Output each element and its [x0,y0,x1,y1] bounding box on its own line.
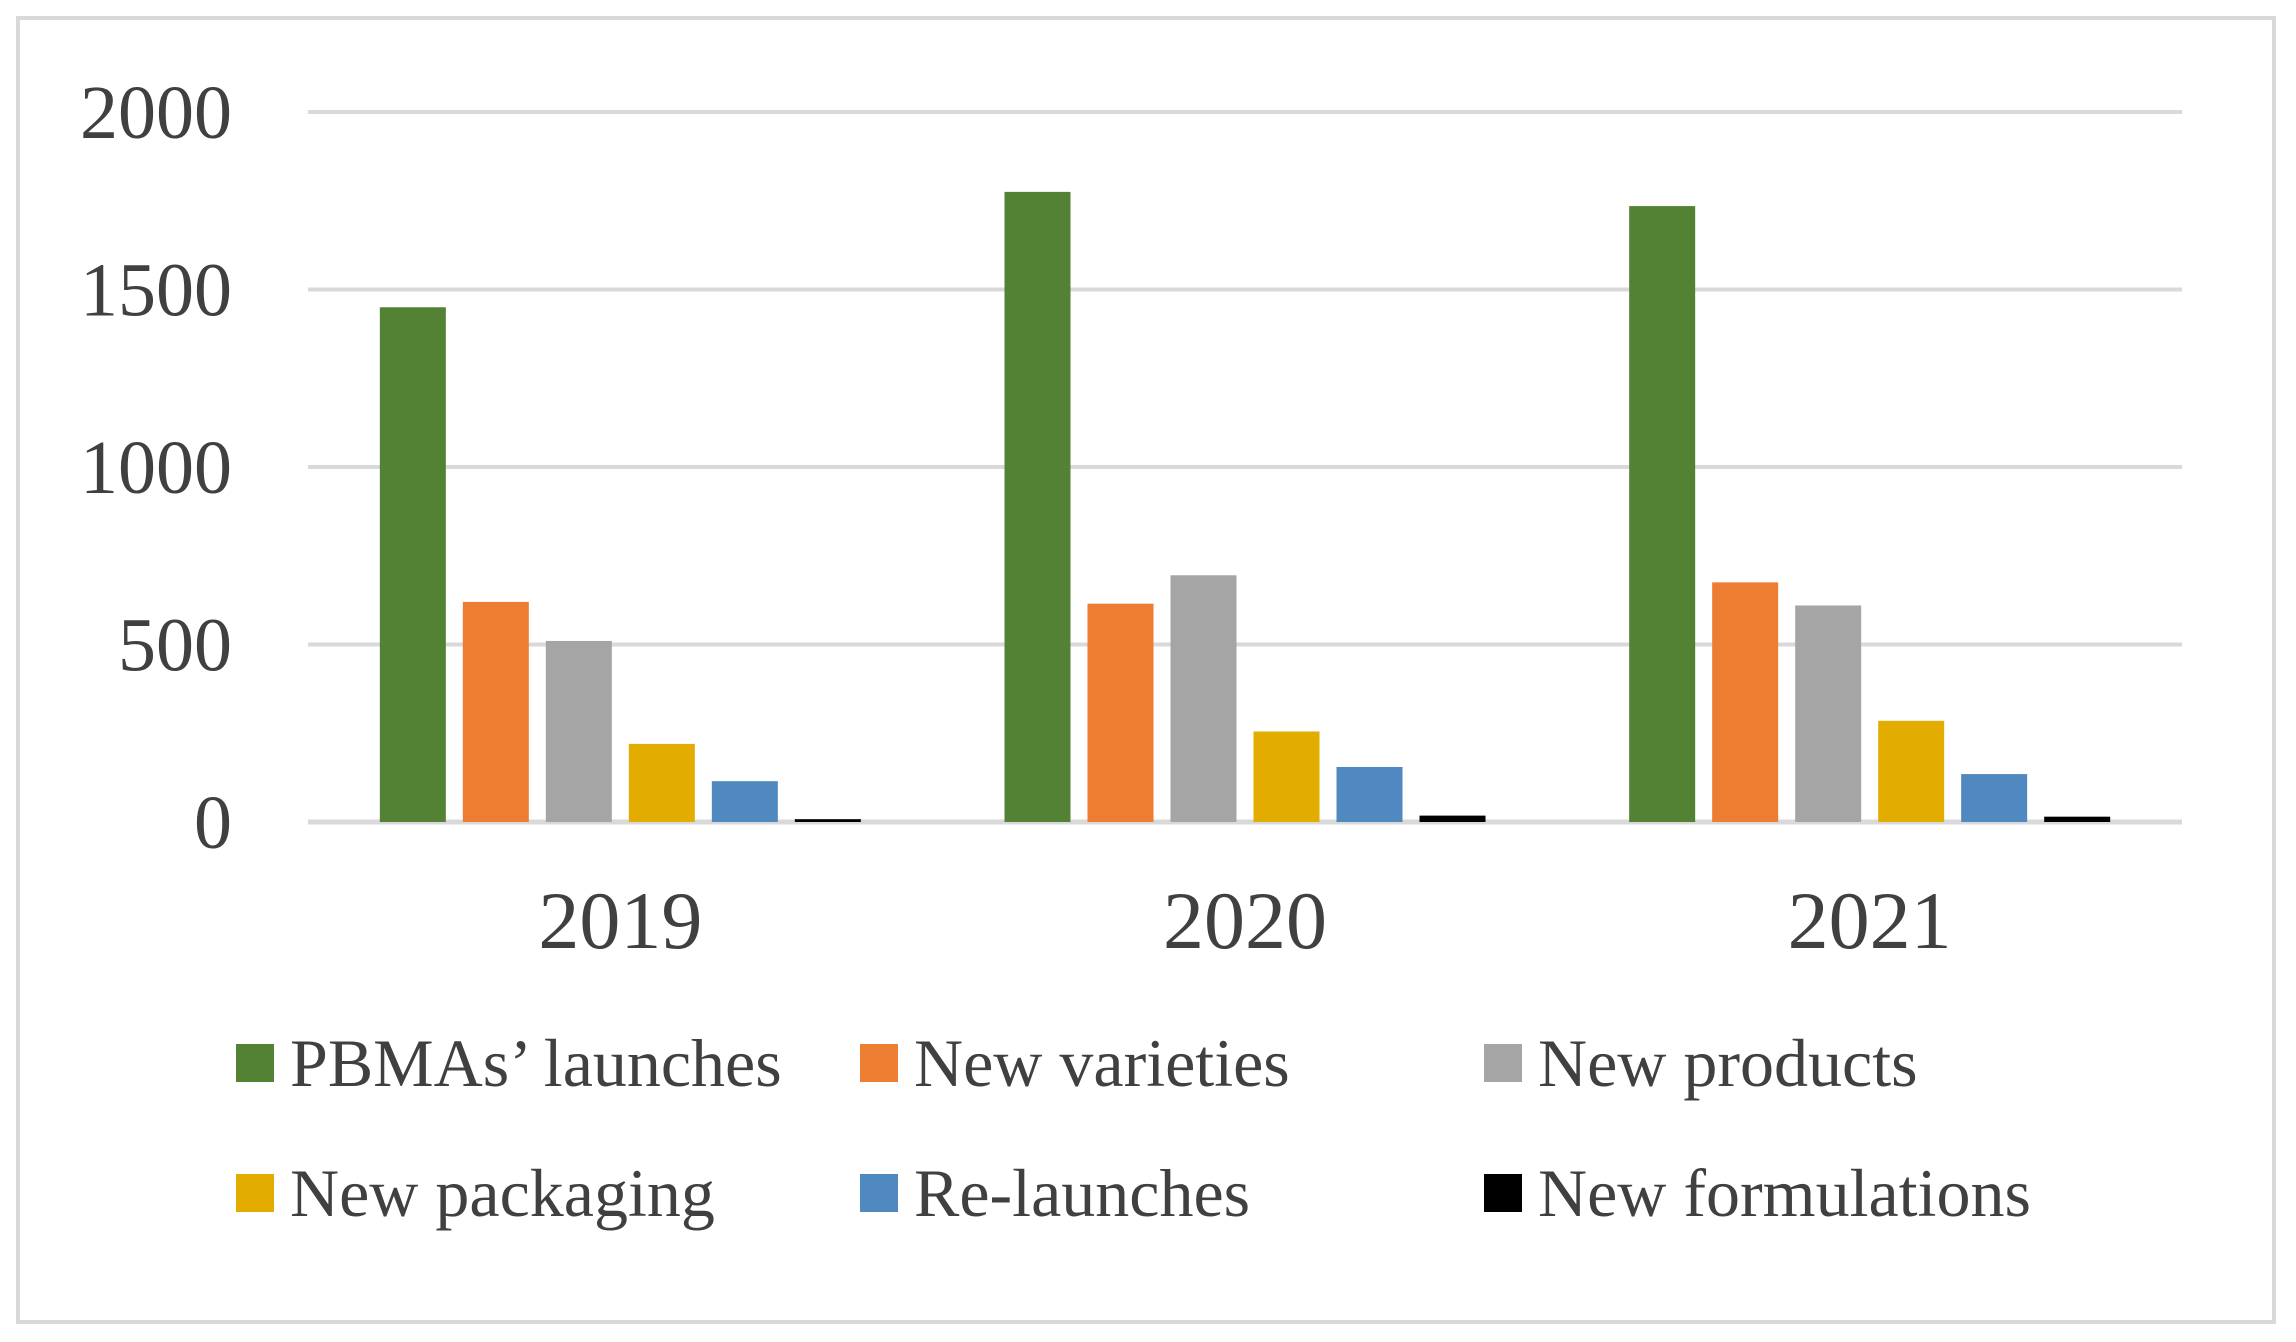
bar-re-launches-2019 [711,781,778,822]
legend-swatch [1484,1174,1522,1212]
y-tick-label: 1000 [80,426,232,510]
legend-swatch [1484,1044,1522,1082]
bar-pbmas-launches-2021 [1629,206,1696,822]
x-axis: 2019 2020 2021 [538,875,1951,966]
bars [379,191,2111,822]
legend-swatch [860,1174,898,1212]
bar-new-packaging-2019 [628,743,695,822]
x-tick-label: 2020 [1163,875,1327,966]
legend-label: New formulations [1538,1155,2031,1231]
bar-new-formulations-2019 [794,819,861,822]
bar-new-products-2020 [1170,575,1237,822]
legend-label: PBMAs’ launches [290,1025,782,1101]
bar-pbmas-launches-2019 [379,307,446,822]
legend: PBMAs’ launches New varieties New products… [236,1025,2031,1231]
bar-new-formulations-2021 [2044,816,2111,822]
bar-new-products-2021 [1795,605,1862,822]
bar-new-varieties-2019 [462,601,529,822]
y-tick-label: 0 [194,781,232,865]
y-tick-label: 500 [118,604,232,688]
bar-new-products-2019 [545,640,612,822]
legend-label: New products [1538,1025,1918,1101]
bar-new-packaging-2020 [1253,731,1320,822]
bar-new-packaging-2021 [1878,720,1945,822]
gridlines [308,110,2182,825]
y-tick-label: 2000 [80,71,232,155]
bar-new-varieties-2021 [1712,582,1779,822]
y-axis-ticks: 0 500 1000 1500 2000 [80,71,232,865]
legend-swatch [860,1044,898,1082]
x-tick-label: 2021 [1788,875,1952,966]
y-tick-label: 1500 [80,249,232,333]
bar-re-launches-2020 [1336,766,1403,822]
bar-pbmas-launches-2020 [1004,191,1071,822]
legend-label: New packaging [290,1155,715,1231]
legend-label: New varieties [914,1025,1290,1101]
x-tick-label: 2019 [538,875,702,966]
legend-swatch [236,1044,274,1082]
bar-new-varieties-2020 [1087,603,1154,822]
legend-swatch [236,1174,274,1212]
bar-new-formulations-2020 [1419,815,1486,822]
legend-label: Re-launches [914,1155,1250,1231]
bar-re-launches-2021 [1961,774,2028,822]
